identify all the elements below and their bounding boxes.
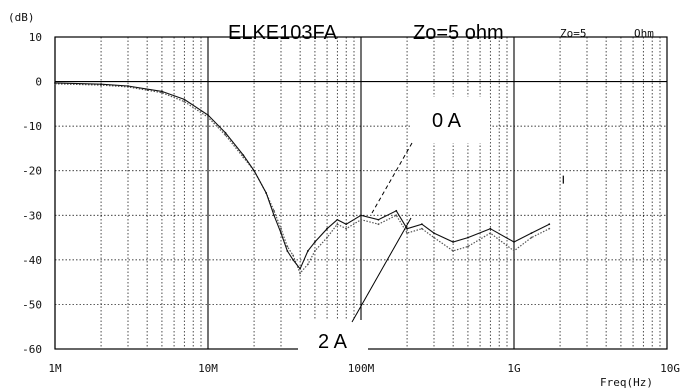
x-axis-title: Freq(Hz) bbox=[600, 376, 653, 388]
chart-title: ELKE103FA bbox=[228, 22, 338, 44]
data-point-0a bbox=[452, 250, 455, 252]
y-axis-unit-label: (dB) bbox=[8, 11, 35, 24]
data-point-0a bbox=[406, 232, 408, 235]
data-point-2a bbox=[242, 154, 245, 157]
data-point-0a bbox=[433, 236, 435, 239]
annotation-label-2a: 2 A bbox=[318, 331, 348, 353]
data-point-2a bbox=[377, 218, 380, 221]
data-point-2a bbox=[265, 192, 268, 194]
instrument-reference: Zo=5 bbox=[560, 27, 587, 40]
axis-ticks: 10 0 -10 -20 -30 -40 -50 -60 1M 10M 100M 1G 10G bbox=[22, 31, 680, 375]
data-point-0a bbox=[286, 245, 289, 248]
data-point-0a bbox=[299, 272, 302, 275]
data-point-2a bbox=[489, 227, 492, 230]
data-point-0a bbox=[467, 245, 469, 248]
data-point-0a bbox=[280, 227, 282, 230]
data-point-0a bbox=[242, 156, 245, 159]
data-point-0a bbox=[513, 250, 515, 252]
data-point-2a bbox=[183, 98, 186, 101]
y-tick-label: -50 bbox=[22, 298, 42, 311]
data-point-2a bbox=[345, 223, 348, 226]
data-point-0a bbox=[273, 209, 275, 212]
data-point-2a bbox=[307, 250, 309, 252]
data-point-0a bbox=[530, 236, 533, 239]
data-point-2a bbox=[548, 223, 551, 226]
data-point-2a bbox=[100, 83, 102, 86]
series-group bbox=[54, 82, 564, 275]
x-tick-label: 1G bbox=[507, 362, 520, 375]
data-point-2a bbox=[253, 169, 255, 172]
data-point-2a bbox=[513, 241, 515, 243]
data-point-0a bbox=[420, 227, 423, 230]
data-point-0a bbox=[377, 223, 380, 226]
data-point-0a bbox=[489, 232, 492, 235]
data-point-2a bbox=[326, 227, 328, 230]
data-point-2a bbox=[433, 232, 435, 235]
y-tick-label: 10 bbox=[29, 31, 42, 44]
annotation-box-2a bbox=[298, 320, 368, 360]
data-point-2a bbox=[406, 227, 408, 230]
data-point-0a bbox=[314, 250, 316, 252]
annotation-box-0a bbox=[410, 97, 490, 143]
data-point-2a bbox=[292, 258, 295, 261]
instrument-unit: Ohm bbox=[634, 27, 654, 40]
data-point-0a bbox=[307, 263, 309, 266]
data-point-2a bbox=[224, 131, 227, 134]
data-point-2a bbox=[54, 82, 56, 84]
data-point-2a bbox=[467, 236, 469, 239]
data-point-0a bbox=[326, 236, 328, 239]
data-point-2a bbox=[299, 267, 302, 270]
data-point-0a bbox=[292, 254, 295, 257]
x-tick-label: 10G bbox=[660, 362, 680, 375]
data-point-0a bbox=[548, 227, 551, 230]
data-point-2a bbox=[286, 250, 289, 252]
series-line-0a bbox=[54, 83, 550, 275]
y-tick-label: -20 bbox=[22, 165, 42, 178]
y-tick-label: -60 bbox=[22, 343, 42, 356]
x-tick-label: 100M bbox=[348, 362, 375, 375]
chart-subtitle: Zo=5 ohm bbox=[413, 22, 504, 44]
annotation-leader-0a bbox=[371, 142, 413, 214]
data-point-2a bbox=[395, 209, 398, 212]
data-point-0a bbox=[207, 116, 209, 119]
data-point-2a bbox=[273, 214, 275, 217]
data-point-0a bbox=[161, 91, 163, 94]
data-point-2a bbox=[530, 232, 533, 235]
data-point-0a bbox=[395, 214, 398, 217]
data-point-0a bbox=[345, 227, 348, 230]
x-tick-label: 1M bbox=[48, 362, 62, 375]
data-point-2a bbox=[207, 114, 209, 116]
data-point-2a bbox=[452, 241, 455, 243]
data-point-0a bbox=[183, 100, 186, 103]
annotation-label-0a: 0 A bbox=[432, 110, 462, 132]
series-line-2a bbox=[54, 82, 550, 270]
data-point-0a bbox=[224, 134, 227, 136]
annotation-leader-2a bbox=[351, 217, 412, 323]
data-point-2a bbox=[420, 223, 423, 226]
data-point-2a bbox=[314, 241, 316, 243]
y-tick-label: -10 bbox=[22, 120, 42, 133]
data-point-2a bbox=[280, 232, 282, 235]
data-point-2a bbox=[336, 218, 339, 221]
data-point-2a bbox=[360, 214, 362, 217]
data-point-0a bbox=[360, 218, 362, 221]
data-point-2a bbox=[127, 85, 129, 87]
y-tick-label: -40 bbox=[22, 254, 42, 267]
x-tick-label: 10M bbox=[198, 362, 218, 375]
grid bbox=[54, 36, 667, 350]
y-tick-label: 0 bbox=[35, 76, 42, 89]
y-tick-label: -30 bbox=[22, 209, 42, 222]
data-point-0a bbox=[336, 223, 339, 226]
data-point-2a bbox=[161, 90, 163, 93]
